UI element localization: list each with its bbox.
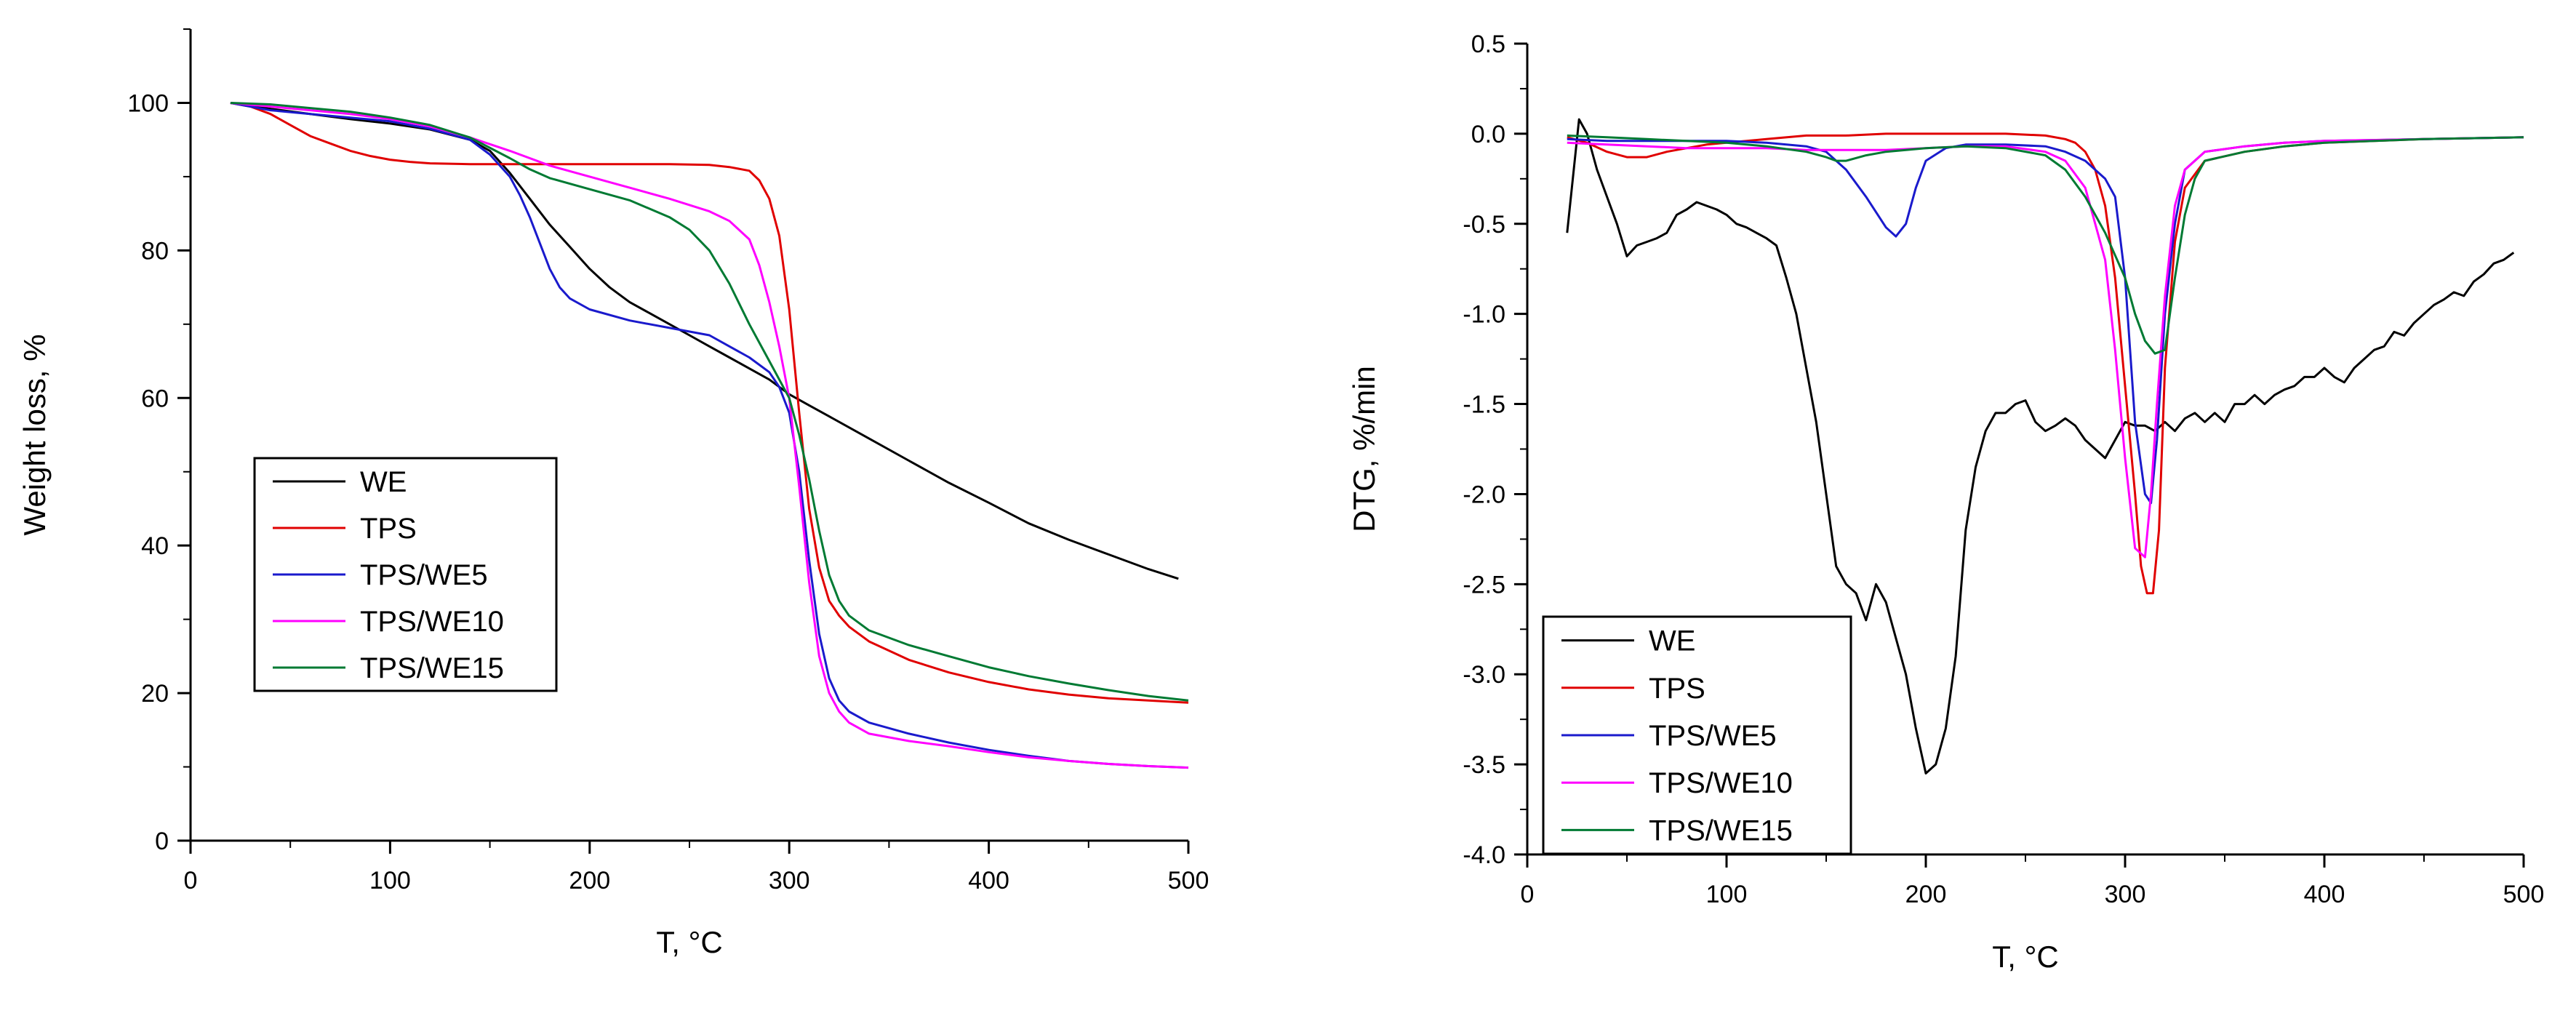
tga-legend-label: TPS/WE15 bbox=[360, 652, 504, 684]
dtg-y-tick-label: -1.5 bbox=[1463, 391, 1505, 419]
tga-legend: WE TPS TPS/WE5 TPS/WE10 TPS/WE15 bbox=[253, 457, 558, 692]
dtg-series-tps-we5 bbox=[1567, 136, 2524, 505]
tga-y-tick-label: 80 bbox=[141, 237, 169, 265]
tga-y-tick-label: 40 bbox=[141, 532, 169, 560]
tga-legend-label: TPS bbox=[360, 513, 417, 545]
dtg-legend-label: TPS/WE15 bbox=[1649, 814, 1793, 846]
dtg-x-tick-label: 500 bbox=[2503, 881, 2545, 908]
tga-x-axis-title: T, °C bbox=[656, 925, 722, 959]
tga-y-tick-label: 60 bbox=[141, 385, 169, 412]
dtg-y-tick-label: -4.0 bbox=[1463, 841, 1505, 869]
tga-series-tps-we5 bbox=[230, 102, 1189, 769]
dtg-x-tick-label: 400 bbox=[2304, 881, 2345, 908]
tga-x-tick-label: 100 bbox=[369, 867, 411, 894]
tga-y-tick-label: 100 bbox=[127, 89, 169, 117]
dtg-series-tps bbox=[1567, 132, 2524, 595]
tga-legend-label: WE bbox=[360, 466, 407, 498]
dtg-series-tps-we10 bbox=[1567, 136, 2524, 558]
dtg-y-tick-label: -3.5 bbox=[1463, 751, 1505, 779]
dtg-y-axis-title: DTG, %/min bbox=[1347, 366, 1381, 532]
tga-legend-label: TPS/WE10 bbox=[360, 606, 504, 638]
dtg-y-tick-label: 0.0 bbox=[1471, 121, 1505, 148]
tga-x-tick-label: 200 bbox=[569, 867, 610, 894]
tga-x-tick-label: 0 bbox=[184, 867, 198, 894]
tga-series-tps-we15 bbox=[230, 102, 1189, 702]
dtg-legend-label: TPS/WE5 bbox=[1649, 720, 1777, 752]
dtg-x-tick-label: 100 bbox=[1706, 881, 1748, 908]
dtg-y-tick-label: -3.0 bbox=[1463, 661, 1505, 689]
tga-y-tick-label: 20 bbox=[141, 680, 169, 708]
dtg-x-axis-title: T, °C bbox=[1992, 940, 2058, 974]
dtg-y-tick-label: -0.5 bbox=[1463, 211, 1505, 239]
dtg-y-tick-label: -2.0 bbox=[1463, 481, 1505, 508]
dtg-y-tick-label: 0.5 bbox=[1471, 31, 1505, 58]
tga-legend-label: TPS/WE5 bbox=[360, 559, 488, 591]
dtg-y-tick-label: -2.5 bbox=[1463, 571, 1505, 598]
dtg-series-tps-we15 bbox=[1567, 134, 2524, 355]
dtg-series-we bbox=[1566, 118, 2515, 774]
tga-x-tick-label: 400 bbox=[968, 867, 1009, 894]
tga-chart: 0 100 200 300 400 500 0 20 40 60 80 100 T, °C Weight … bbox=[17, 28, 1209, 959]
dtg-legend-label: TPS bbox=[1649, 673, 1705, 705]
dtg-x-tick-label: 0 bbox=[1521, 881, 1535, 908]
dtg-x-tick-label: 300 bbox=[2105, 881, 2146, 908]
dtg-legend: WE TPS TPS/WE5 TPS/WE10 TPS/WE15 bbox=[1542, 615, 1852, 855]
tga-series-tps bbox=[230, 102, 1189, 704]
tga-x-tick-label: 300 bbox=[769, 867, 810, 894]
dtg-legend-label: TPS/WE10 bbox=[1649, 767, 1793, 799]
dtg-chart: 0 100 200 300 400 500 -4.0 -3.5 -3.0 -2.5 -2.0 -1.5… bbox=[1347, 31, 2544, 974]
tga-y-tick-label: 0 bbox=[155, 828, 169, 855]
dtg-y-tick-label: -1.0 bbox=[1463, 301, 1505, 329]
dtg-legend-label: WE bbox=[1649, 625, 1695, 657]
tga-y-axis-title: Weight loss, % bbox=[17, 335, 52, 536]
tga-x-tick-label: 500 bbox=[1168, 867, 1209, 894]
dtg-x-tick-label: 200 bbox=[1905, 881, 1947, 908]
